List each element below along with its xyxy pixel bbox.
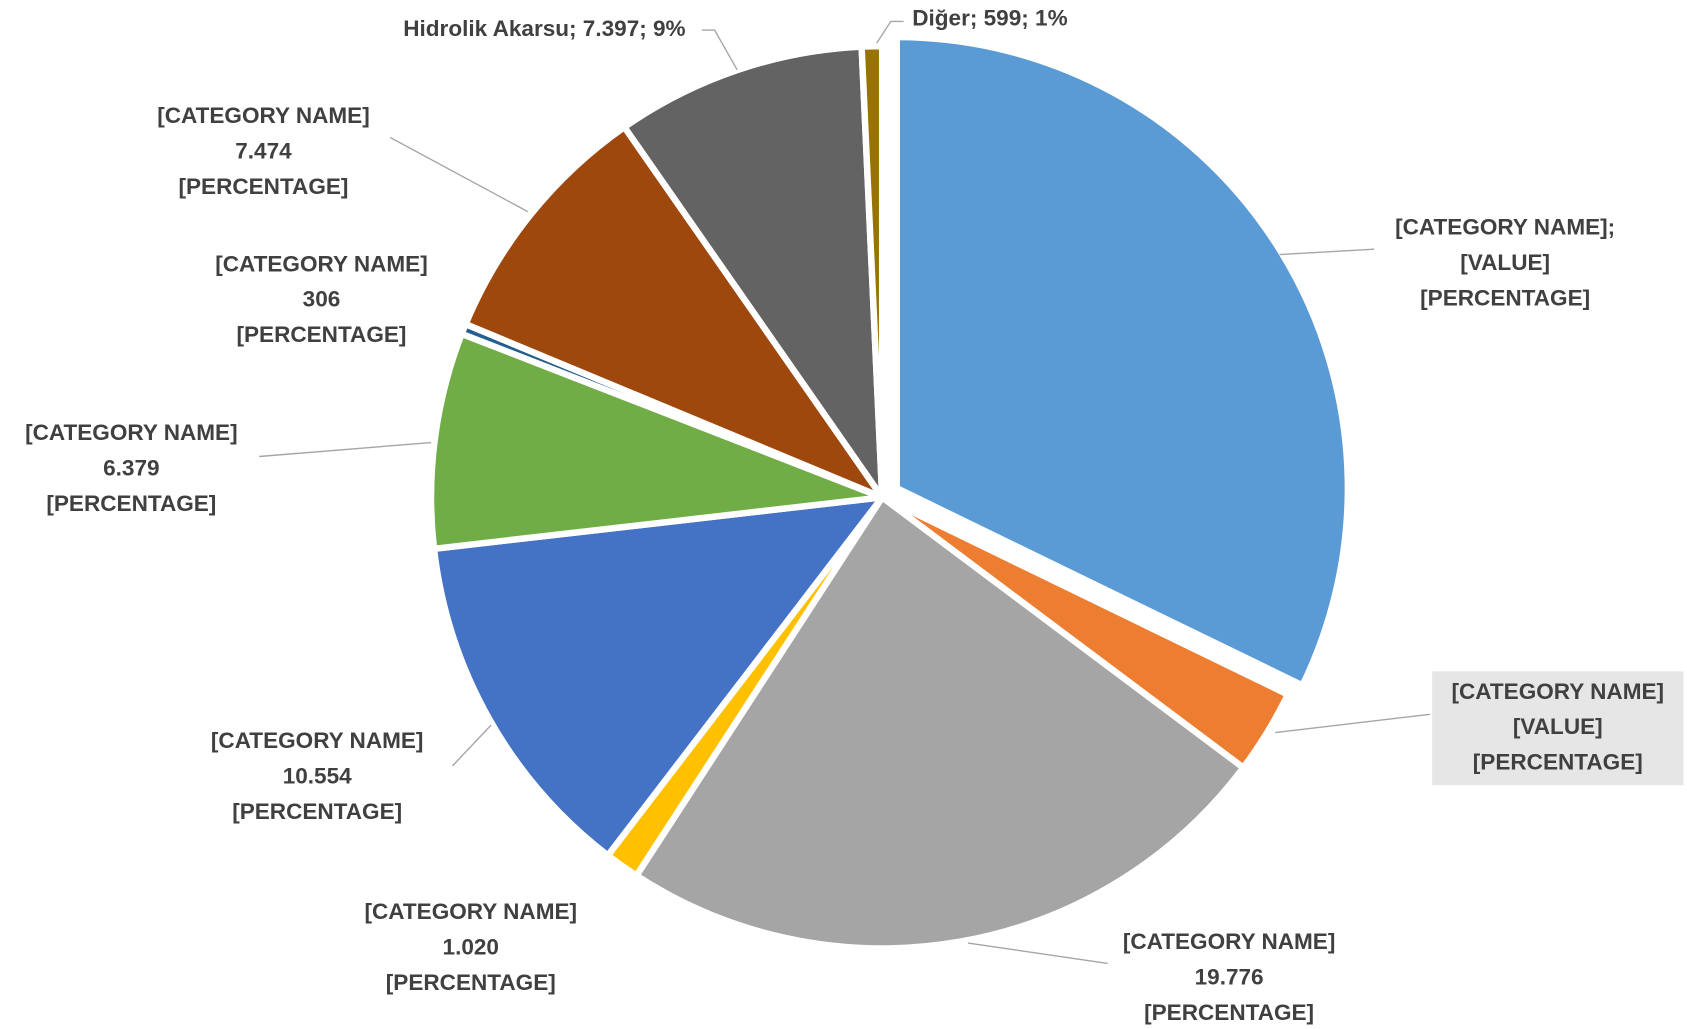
data-labels: [CATEGORY NAME]; [VALUE] [PERCENTAGE] [CATE…: [25, 5, 1664, 1025]
data-label: 7.474: [235, 138, 292, 163]
data-label: [CATEGORY NAME]: [1452, 679, 1665, 704]
pie-slice: [462, 123, 886, 501]
data-label: [VALUE]: [1513, 714, 1603, 739]
data-label: [CATEGORY NAME]: [365, 899, 578, 924]
data-label: Hidrolik Akarsu; 7.397; 9%: [403, 16, 685, 41]
data-label: [VALUE]: [1460, 250, 1550, 275]
data-label: 19.776: [1195, 964, 1264, 989]
pie-slice: [621, 43, 886, 501]
data-label: [PERCENTAGE]: [1144, 1000, 1314, 1025]
pie-slice: [430, 494, 886, 859]
leader-line: [701, 29, 738, 71]
leader-line: [259, 441, 432, 458]
leader-lines: [259, 20, 1431, 965]
data-label: 306: [303, 287, 341, 312]
data-label: [PERCENTAGE]: [179, 174, 349, 199]
leader-line: [389, 136, 529, 213]
data-label: 6.379: [103, 455, 159, 480]
leader-line: [1275, 713, 1431, 734]
pie-slice: [893, 33, 1352, 689]
pie-slice: [633, 494, 1247, 952]
data-label: [CATEGORY NAME]: [215, 251, 428, 276]
data-label: [PERCENTAGE]: [232, 799, 402, 824]
leader-line: [967, 942, 1108, 965]
data-label: [CATEGORY NAME]: [157, 103, 370, 128]
data-label: [CATEGORY NAME]: [1123, 929, 1336, 954]
pie-slice: [427, 330, 886, 553]
label-highlight: [1432, 671, 1684, 786]
data-label: [PERCENTAGE]: [1473, 750, 1643, 775]
data-label: [PERCENTAGE]: [1420, 286, 1590, 311]
data-label: 1.020: [443, 934, 499, 959]
data-label: [CATEGORY NAME]: [211, 728, 424, 753]
pie-slice: [858, 42, 886, 501]
leader-line: [452, 724, 492, 767]
data-label: 10.554: [283, 764, 352, 789]
data-label: [PERCENTAGE]: [46, 491, 216, 516]
data-label: [PERCENTAGE]: [237, 322, 407, 347]
data-label: Diğer; 599; 1%: [912, 5, 1067, 30]
data-label: [PERCENTAGE]: [386, 970, 556, 995]
leader-line: [1279, 248, 1375, 256]
data-label: [CATEGORY NAME];: [1395, 215, 1615, 240]
slices: [427, 33, 1352, 952]
leader-line: [876, 20, 904, 44]
data-label: [CATEGORY NAME]: [25, 420, 238, 445]
